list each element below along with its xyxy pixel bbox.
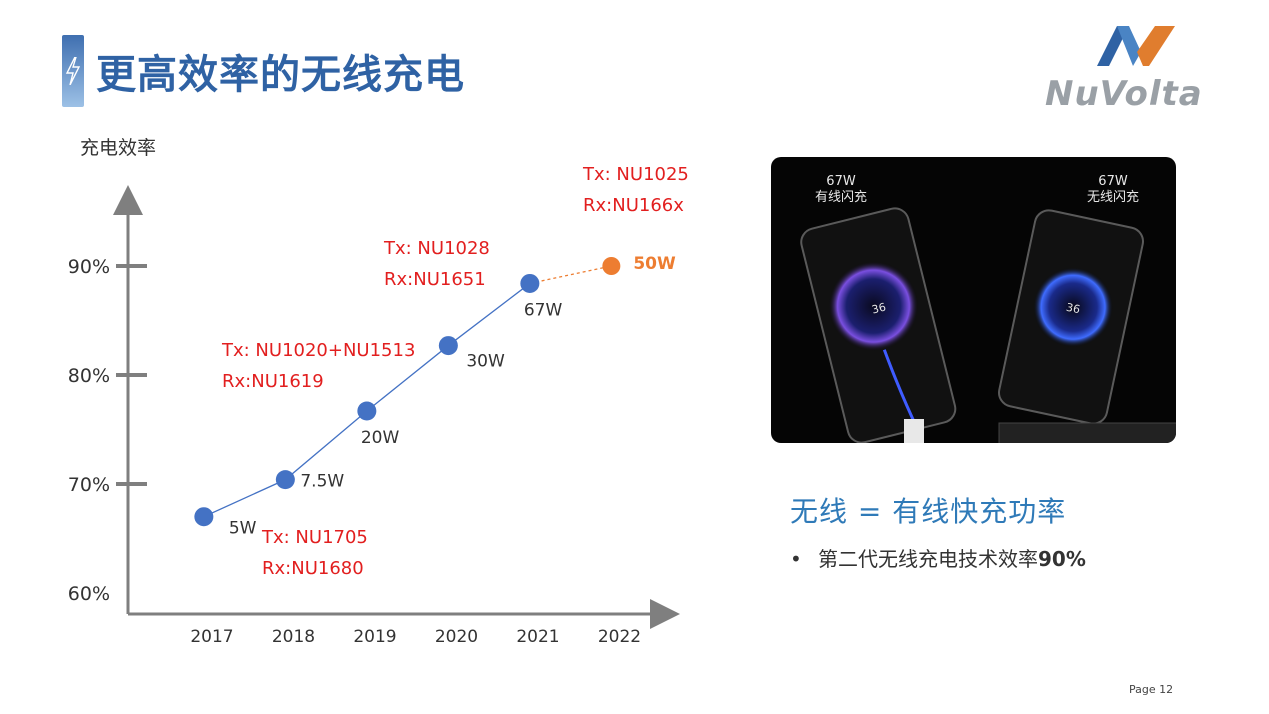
data-label: 20W — [361, 428, 400, 448]
y-tick-label: 70% — [68, 474, 110, 496]
logo-wordmark: NuVolta — [1045, 74, 1203, 114]
nuvolta-logo: NuVolta — [1045, 22, 1225, 114]
data-point — [520, 273, 540, 293]
data-point — [357, 401, 377, 421]
lightning-icon — [65, 57, 81, 85]
bullet-marker: • — [790, 547, 802, 571]
data-point — [194, 507, 214, 527]
x-tick-label: 2018 — [272, 627, 315, 647]
phone-illustration — [800, 207, 1176, 443]
data-label: 30W — [466, 352, 505, 372]
photo-label-right-power: 67W — [1098, 174, 1128, 189]
data-label: 7.5W — [300, 472, 344, 492]
y-axis-label: 充电效率 — [80, 137, 156, 159]
data-label: 50W — [633, 254, 676, 274]
annotation-rx: Rx:NU166x — [583, 195, 684, 216]
y-tick-label: 90% — [68, 256, 110, 278]
x-tick-label: 2020 — [435, 627, 478, 647]
photo-label-right-type: 无线闪充 — [1086, 190, 1139, 205]
headline: 无线 = 有线快充功率 — [790, 495, 1067, 528]
photo-label-left-type: 有线闪充 — [814, 190, 867, 205]
page-number: Page 12 — [1129, 683, 1174, 696]
title-accent-bar — [62, 35, 84, 107]
annotation-rx: Rx:NU1619 — [222, 371, 324, 392]
annotation-tx: Tx: NU1025 — [582, 164, 689, 185]
annotation-rx: Rx:NU1651 — [384, 269, 486, 290]
x-tick-label: 2017 — [190, 627, 233, 647]
series-line-future — [529, 265, 612, 285]
y-tick-label: 80% — [68, 365, 110, 387]
x-tick-label: 2019 — [353, 627, 396, 647]
x-tick-label: 2021 — [516, 627, 559, 647]
annotation-tx: Tx: NU1705 — [261, 527, 368, 548]
photo-label-left-power: 67W — [826, 174, 856, 189]
data-point — [602, 257, 621, 275]
efficiency-chart: 充电效率 60% 70% 80% 90% 2017 2018 2019 2020 2021 202… — [68, 137, 689, 647]
annotation-tx: Tx: NU1028 — [383, 238, 490, 259]
data-point — [438, 336, 458, 356]
phones-photo: 67W 有线闪充 67W 无线闪充 36 36 — [771, 157, 1176, 443]
annotation-rx: Rx:NU1680 — [262, 558, 364, 579]
y-tick-label: 60% — [68, 583, 110, 605]
bullet-item: • 第二代无线充电技术效率90% — [790, 543, 1086, 572]
page-title: 更高效率的无线充电 — [96, 52, 465, 98]
data-point — [275, 470, 295, 490]
title-area: 更高效率的无线充电 — [62, 34, 465, 108]
series-line-actual — [203, 282, 531, 518]
logo-mark-icon — [1097, 26, 1175, 66]
data-label: 5W — [229, 519, 257, 539]
bullet-text: 第二代无线充电技术效率 — [818, 547, 1038, 571]
x-tick-label: 2022 — [598, 627, 641, 647]
annotation-tx: Tx: NU1020+NU1513 — [221, 340, 415, 361]
data-label: 67W — [524, 300, 563, 320]
bullet-highlight: 90% — [1038, 547, 1086, 571]
